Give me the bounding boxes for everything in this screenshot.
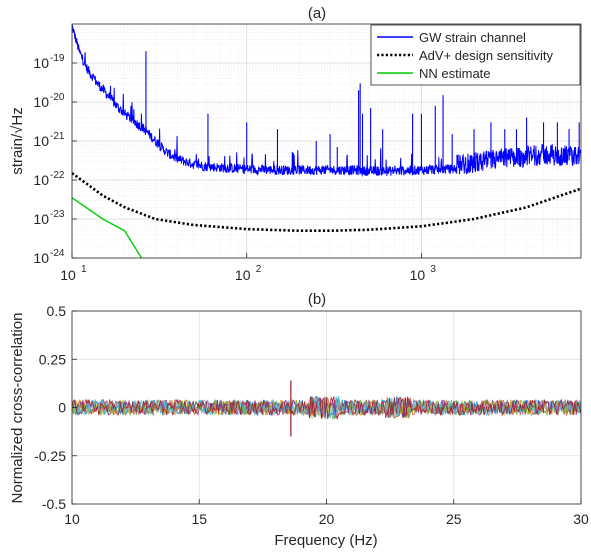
y-tick-label-exponent: -24 <box>50 248 65 259</box>
series-gw-strain-channel <box>72 24 581 177</box>
y-tick-label: 10 <box>33 133 49 149</box>
x-tick-label: 10 <box>235 267 251 283</box>
x-tick-label: 15 <box>191 511 207 527</box>
series-advplus-design-sensitivity <box>72 172 581 232</box>
panel-b-title: (b) <box>308 291 326 308</box>
legend-label: AdV+ design sensitivity <box>419 48 554 63</box>
y-tick-label-exponent: -22 <box>50 170 65 181</box>
cross-correlation-trace <box>72 396 581 421</box>
x-tick-label-exponent: 3 <box>430 264 436 275</box>
y-tick-label: -0.5 <box>42 496 66 512</box>
y-tick-label: 10 <box>33 250 49 266</box>
panel-a-legend: GW strain channel AdV+ design sensitivity… <box>370 24 581 86</box>
x-tick-label: 25 <box>446 511 462 527</box>
y-tick-label: 0.25 <box>39 351 66 367</box>
x-tick-label-exponent: 1 <box>81 264 87 275</box>
cross-correlation-trace <box>72 396 581 420</box>
legend-label: NN estimate <box>419 66 491 81</box>
y-tick-label: 10 <box>33 55 49 71</box>
x-tick-label-exponent: 2 <box>256 264 262 275</box>
y-tick-label-exponent: -23 <box>50 209 65 220</box>
y-tick-label-exponent: -21 <box>50 131 65 142</box>
y-tick-label: 0.5 <box>47 303 67 319</box>
panel-b: (b) 10 15 20 25 30 0.5 0.25 0 -0.25 -0.5 Frequenc… <box>9 291 589 549</box>
x-tick-label: 30 <box>573 511 589 527</box>
x-tick-label: 10 <box>410 267 426 283</box>
y-tick-label: 10 <box>33 172 49 188</box>
panel-a-title: (a) <box>308 5 326 22</box>
panel-b-ticks: 10 15 20 25 30 0.5 0.25 0 -0.25 -0.5 <box>34 303 589 527</box>
series-nn-estimate <box>72 197 143 258</box>
panel-a-series <box>72 24 581 258</box>
y-tick-label-exponent: -19 <box>50 53 65 64</box>
panel-b-xlabel: Frequency (Hz) <box>274 532 377 549</box>
y-tick-label: 10 <box>33 211 49 227</box>
y-tick-label-exponent: -20 <box>50 92 65 103</box>
x-tick-label: 10 <box>64 511 80 527</box>
y-tick-label: 10 <box>33 94 49 110</box>
x-tick-label: 10 <box>60 267 76 283</box>
panel-b-series <box>72 380 581 437</box>
panel-a-ylabel: strain/√Hz <box>9 107 26 174</box>
x-tick-label: 20 <box>319 511 335 527</box>
legend-label: GW strain channel <box>419 30 526 45</box>
y-tick-label: 0 <box>58 400 66 416</box>
y-tick-label: -0.25 <box>34 448 66 464</box>
panel-b-ylabel: Normalized cross-correlation <box>9 313 26 504</box>
legend-box <box>370 24 581 86</box>
